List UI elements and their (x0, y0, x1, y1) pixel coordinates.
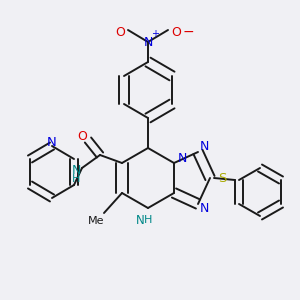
Text: O: O (77, 130, 87, 143)
Text: N: N (71, 164, 81, 176)
Text: N: N (177, 152, 187, 166)
Text: O: O (115, 26, 125, 38)
Text: N: N (199, 202, 209, 215)
Text: N: N (136, 214, 144, 226)
Text: +: + (151, 29, 159, 39)
Text: N: N (47, 136, 57, 149)
Text: O: O (171, 26, 181, 38)
Text: H: H (72, 174, 80, 184)
Text: N: N (199, 140, 209, 154)
Text: H: H (144, 215, 152, 225)
Text: −: − (182, 25, 194, 39)
Text: N: N (143, 35, 153, 49)
Text: S: S (218, 172, 226, 184)
Text: Me: Me (88, 216, 104, 226)
